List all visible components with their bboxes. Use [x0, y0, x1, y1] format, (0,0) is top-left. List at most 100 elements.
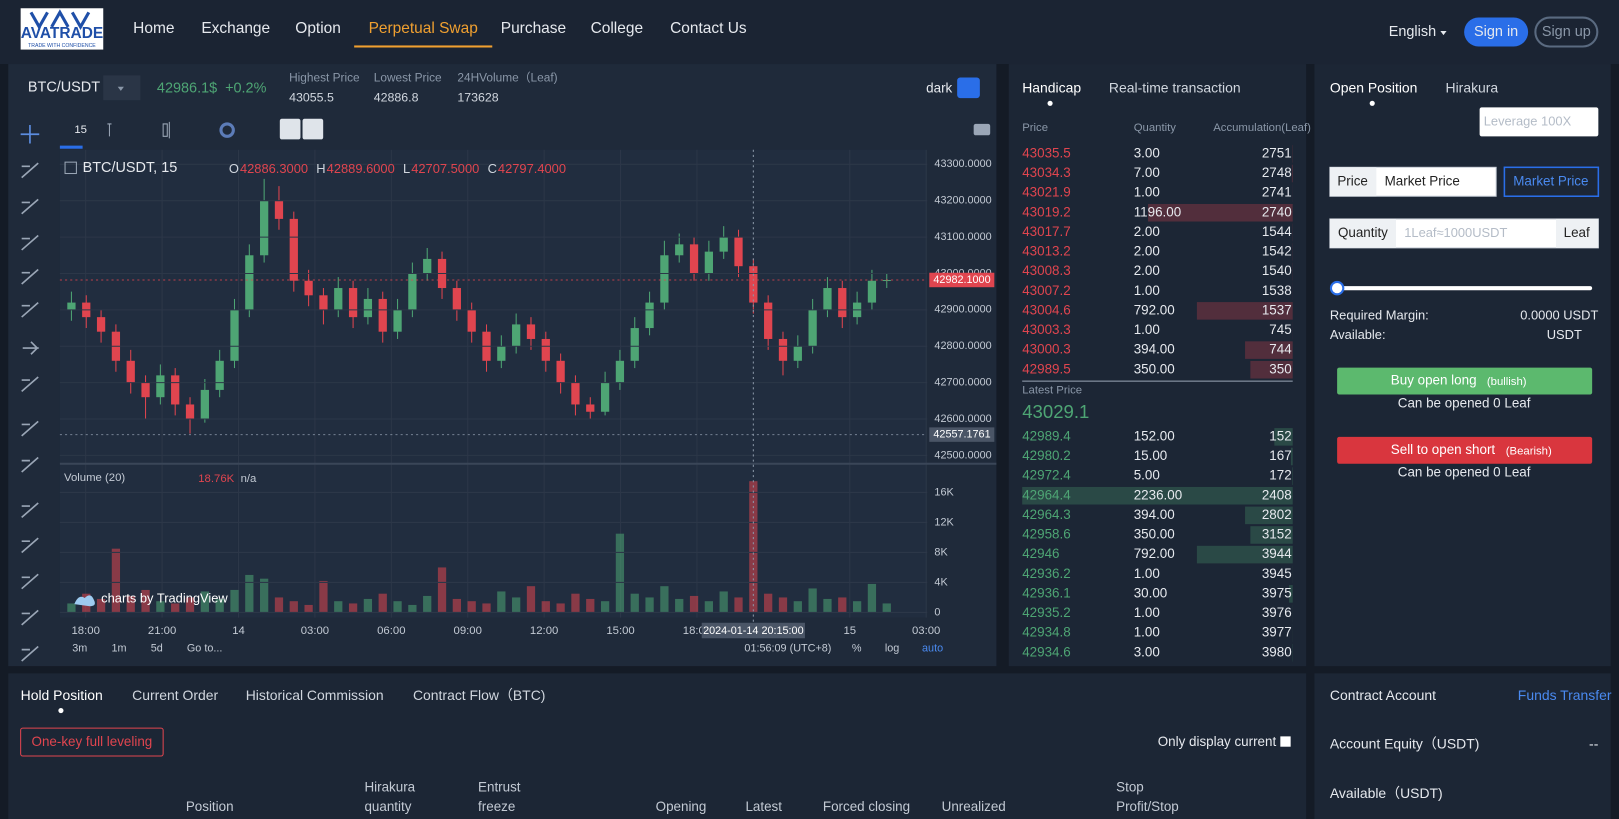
nav-item[interactable]: Purchase — [501, 20, 566, 37]
drawing-tool[interactable] — [21, 537, 39, 554]
position-tab[interactable]: Hold Position — [21, 687, 103, 703]
nav-item[interactable]: Contact Us — [670, 20, 747, 37]
snapshot-icon[interactable] — [973, 123, 991, 136]
volume-bar — [67, 603, 76, 613]
drawing-tool[interactable] — [21, 268, 39, 285]
sell-label[interactable]: Sell to open short — [1391, 442, 1496, 457]
drawing-tool[interactable] — [21, 609, 39, 626]
order-accumulation: 167 — [1269, 448, 1291, 463]
scale-option[interactable]: % — [852, 642, 862, 654]
legend-toggle[interactable] — [64, 161, 77, 175]
scale-option[interactable]: log — [885, 642, 899, 654]
range-button[interactable]: Go to... — [187, 642, 223, 654]
order-price: 42989.4 — [1022, 428, 1071, 443]
theme-toggle[interactable]: dark — [926, 80, 952, 95]
drawing-tool[interactable] — [21, 301, 39, 318]
volume-bar — [230, 589, 239, 613]
nav-item[interactable]: Home — [133, 20, 174, 37]
quantity-unit: Leaf — [1564, 225, 1590, 240]
stat-label: Highest Price — [289, 71, 360, 85]
undo-button[interactable] — [279, 118, 301, 140]
buy-label[interactable]: Buy open long — [1391, 373, 1477, 388]
volume-bar — [423, 595, 432, 613]
scale-option[interactable]: auto — [922, 642, 943, 654]
drawing-tool[interactable] — [21, 198, 39, 215]
toolbar-icon[interactable] — [107, 123, 112, 137]
price-input: Market Price — [1385, 173, 1460, 188]
theme-icon[interactable] — [957, 77, 980, 99]
depth-bar — [1291, 164, 1293, 183]
leverage-input[interactable] — [1479, 107, 1599, 137]
order-quantity: 2.00 — [1134, 224, 1160, 239]
form-tab[interactable]: Hirakura — [1446, 80, 1499, 96]
leverage-placeholder: Leverage 100X — [1484, 113, 1572, 128]
slider-track[interactable] — [1337, 286, 1593, 291]
volume-bar — [171, 603, 180, 613]
sell-note[interactable]: (Bearish) — [1506, 445, 1552, 457]
slider-handle[interactable] — [1329, 280, 1345, 296]
margin-label: Required Margin: — [1330, 307, 1429, 322]
x-tick-label: 03:00 — [301, 625, 329, 637]
order-price: 43004.6 — [1022, 302, 1070, 317]
candle-body — [289, 218, 298, 281]
nav-item[interactable]: Option — [295, 20, 341, 37]
level-button[interactable] — [20, 727, 164, 757]
x-tick-label: 14 — [232, 625, 245, 637]
market-price-button[interactable] — [1503, 166, 1600, 198]
order-quantity: 394.00 — [1134, 342, 1175, 357]
position-tab[interactable]: Historical Commission — [246, 687, 384, 703]
sell-button[interactable] — [1337, 436, 1593, 464]
toolbar-icon[interactable] — [162, 121, 170, 139]
volume-bar — [764, 593, 773, 613]
buy-button[interactable] — [1337, 367, 1593, 395]
order-price: 43017.7 — [1022, 224, 1070, 239]
drawing-tool[interactable] — [21, 376, 39, 393]
drawing-tool[interactable] — [21, 162, 39, 179]
range-button[interactable]: 3m — [72, 642, 87, 654]
nav-item[interactable]: Exchange — [201, 20, 270, 37]
drawing-tool[interactable] — [22, 341, 40, 355]
market-price-label[interactable]: Market Price — [1513, 173, 1588, 188]
interval[interactable]: 15 — [74, 124, 87, 136]
column-header: Entrust — [478, 780, 521, 795]
nav-item[interactable]: Perpetual Swap — [369, 20, 478, 37]
funds-transfer[interactable]: Funds Transfer — [1518, 687, 1612, 703]
range-button[interactable]: 1m — [112, 642, 127, 654]
sign-in-label[interactable]: Sign in — [1474, 24, 1518, 40]
range-button[interactable]: 5d — [151, 642, 163, 654]
y-tick-label: 42900.0000 — [934, 304, 991, 316]
nav-item[interactable]: College — [591, 20, 643, 37]
candle-body — [660, 255, 669, 303]
sign-up-button[interactable] — [1534, 16, 1599, 48]
latest-label: Latest Price — [1022, 384, 1082, 396]
order-quantity: 350.00 — [1134, 527, 1175, 542]
account-title: Contract Account — [1330, 687, 1436, 703]
form-tab[interactable]: Open Position — [1330, 80, 1418, 96]
drawing-tool[interactable] — [20, 124, 40, 144]
filter-checkbox[interactable] — [1280, 736, 1291, 747]
drawing-tool[interactable] — [21, 573, 39, 590]
position-tab[interactable]: Current Order — [132, 687, 218, 703]
level-label[interactable]: One-key full leveling — [32, 734, 153, 749]
position-tab[interactable]: Contract Flow（BTC) — [413, 687, 545, 703]
settings-icon[interactable] — [219, 122, 235, 138]
quantity-label: Quantity — [1338, 225, 1388, 240]
redo-button[interactable] — [302, 118, 324, 140]
buy-note[interactable]: (bullish) — [1487, 376, 1527, 388]
drawing-tool[interactable] — [21, 420, 39, 437]
drawing-tool[interactable] — [21, 234, 39, 251]
volume-bar — [348, 603, 358, 613]
drawing-tool[interactable] — [21, 645, 39, 662]
orderbook-tab[interactable]: Real-time transaction — [1109, 80, 1241, 96]
language-select[interactable]: English — [1389, 24, 1436, 40]
orderbook-tab[interactable]: Handicap — [1022, 80, 1081, 96]
sign-up-label[interactable]: Sign up — [1542, 24, 1591, 40]
sign-in-button[interactable] — [1464, 17, 1529, 47]
volume-bar — [215, 598, 224, 613]
volume-bar — [126, 595, 135, 613]
order-quantity: 3.00 — [1134, 145, 1160, 160]
drawing-tool[interactable] — [21, 502, 39, 519]
x-tick-label: 09:00 — [454, 625, 482, 637]
drawing-tool[interactable] — [21, 456, 39, 473]
